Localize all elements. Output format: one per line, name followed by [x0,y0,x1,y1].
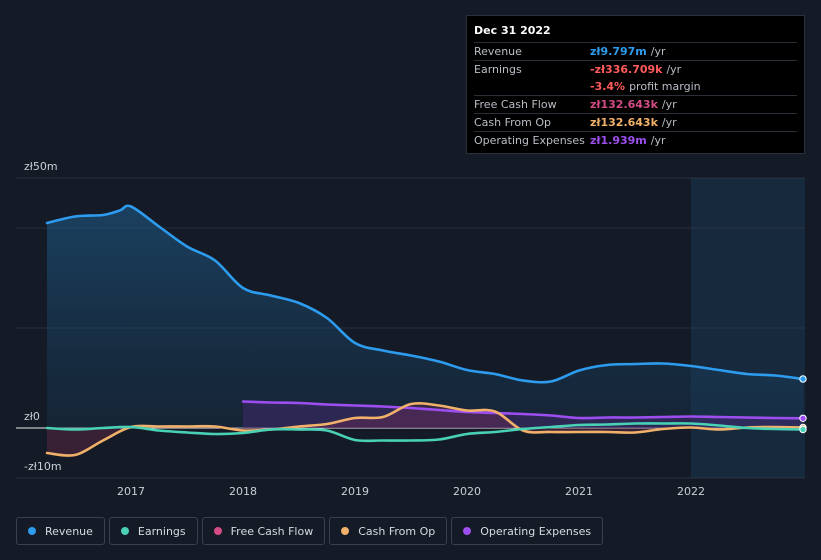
x-tick-label: 2020 [453,485,481,498]
cash-from-op-line [45,401,805,457]
legend-label: Operating Expenses [480,524,592,538]
legend-label: Earnings [137,524,186,538]
earnings-line [45,422,805,443]
tooltip-value: zł1.939m [590,134,647,147]
tooltip-unit: /yr [666,63,682,76]
series-lines [45,204,805,457]
tooltip-value: -3.4% [590,80,626,93]
earnings-endpoint [799,425,807,434]
y-axis-label-top: zł50m [24,160,58,173]
tooltip-value: -zł336.709k [590,63,663,76]
tooltip-label: Earnings [474,63,522,76]
y-axis-label-bottom: -zł10m [24,460,62,473]
revenue-endpoint [799,375,807,383]
tooltip-value: zł9.797m [590,45,647,58]
tooltip-unit: /yr [661,98,677,111]
revenue-area [47,205,803,428]
legend-dot-icon [120,527,129,535]
tooltip-unit: /yr [661,116,677,129]
tooltip-label: Revenue [474,45,522,58]
tooltip-row-free-cash-flow: Free Cash Flow zł132.643k /yr [474,95,797,113]
legend-dot-icon [213,527,222,535]
legend-label: Revenue [45,524,93,538]
tooltip-unit: profit margin [629,80,701,93]
x-tick-label: 2017 [117,485,145,498]
legend-label: Free Cash Flow [230,524,314,538]
tooltip-date: Dec 31 2022 [474,24,551,37]
x-axis: 2017 2018 2019 2020 2021 2022 [117,485,705,498]
tooltip-label: Operating Expenses [474,134,585,147]
legend-dot-icon [28,527,36,535]
tooltip-label: Free Cash Flow [474,98,557,111]
tooltip-label: Cash From Op [474,116,552,129]
tooltip-value: zł132.643k [590,98,658,111]
tooltip-unit: /yr [650,45,666,58]
revenue-line [45,204,805,384]
series-areas [47,205,803,456]
legend-dot-icon [463,527,472,535]
tooltip-row-profit-margin: -3.4% profit margin [474,78,797,95]
x-tick-label: 2021 [565,485,593,498]
y-axis-label-zero: zł0 [24,410,40,423]
data-tooltip: Dec 31 2022 Revenue zł9.797m /yr Earning… [466,15,805,154]
tooltip-value: zł132.643k [590,116,658,129]
y-axis: zł50m zł0 -zł10m [24,160,62,473]
legend-item-revenue[interactable]: Revenue [16,517,105,545]
legend-label: Cash From Op [358,524,436,538]
series-endpoints [799,375,807,434]
tooltip-row-earnings: Earnings -zł336.709k /yr [474,60,797,78]
tooltip-row-operating-expenses: Operating Expenses zł1.939m /yr [474,131,797,149]
legend-item-free-cash-flow[interactable]: Free Cash Flow [201,517,326,545]
x-tick-label: 2019 [341,485,369,498]
tooltip-row-revenue: Revenue zł9.797m /yr [474,42,797,60]
operating-expenses-line [241,400,805,420]
legend-item-cash-from-op[interactable]: Cash From Op [329,517,448,545]
tooltip-unit: /yr [650,134,666,147]
legend: Revenue Earnings Free Cash Flow Cash Fro… [16,517,604,545]
legend-item-operating-expenses[interactable]: Operating Expenses [451,517,604,545]
operating-expenses-endpoint [799,414,807,422]
tooltip-row-cash-from-op: Cash From Op zł132.643k /yr [474,113,797,131]
legend-item-earnings[interactable]: Earnings [108,517,198,545]
x-tick-label: 2022 [677,485,705,498]
legend-dot-icon [341,527,350,535]
x-tick-label: 2018 [229,485,257,498]
